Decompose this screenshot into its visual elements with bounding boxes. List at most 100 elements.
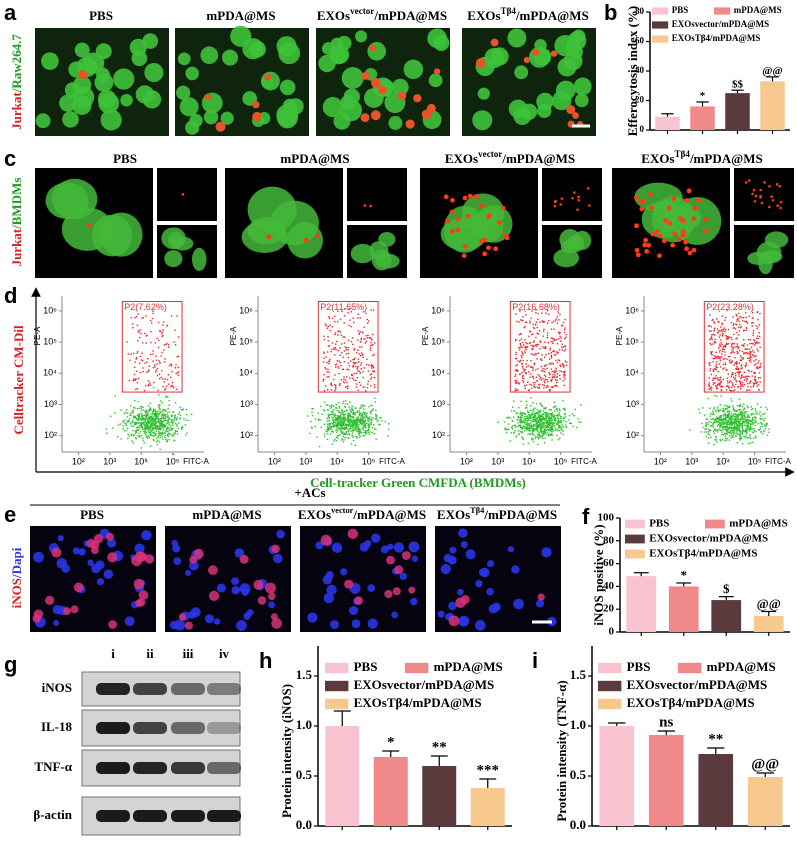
gated-event [712, 382, 715, 384]
event [357, 419, 359, 421]
event [177, 427, 179, 430]
event [353, 421, 356, 423]
gated-event [564, 337, 566, 340]
event [721, 429, 723, 432]
event [332, 422, 334, 424]
gated-event [132, 327, 134, 329]
gated-event [516, 379, 518, 382]
event [713, 413, 715, 416]
event [556, 407, 558, 410]
bar [760, 81, 785, 130]
event [736, 404, 739, 407]
gated-event [714, 342, 716, 344]
event [150, 430, 153, 433]
event [727, 417, 729, 419]
gated-event [364, 342, 366, 344]
event [351, 424, 353, 426]
event [343, 414, 346, 416]
event [363, 411, 365, 414]
nucleus [507, 546, 514, 553]
event [720, 409, 722, 411]
event [754, 416, 757, 418]
event [362, 420, 364, 422]
event [354, 419, 356, 422]
event [332, 413, 335, 416]
event [140, 425, 143, 427]
event [331, 430, 333, 433]
event [552, 422, 555, 424]
legend-swatch [705, 519, 725, 529]
gated-event [365, 340, 368, 343]
gated-event [736, 366, 738, 368]
event [765, 425, 767, 428]
gated-event [357, 370, 359, 372]
event [376, 415, 378, 417]
gated-event [352, 337, 354, 339]
gated-event [736, 362, 738, 364]
event [358, 434, 360, 437]
significance: ns [659, 715, 673, 731]
event [346, 419, 348, 421]
event [330, 406, 332, 408]
event [360, 418, 362, 421]
event [529, 409, 532, 412]
inos-signal [239, 554, 249, 564]
event [138, 435, 141, 437]
inos-signal [108, 620, 117, 629]
gated-event [722, 363, 725, 366]
event [345, 431, 348, 434]
apoptotic-cell [371, 77, 381, 88]
gated-event [550, 337, 553, 339]
event [762, 418, 764, 420]
gated-event [751, 349, 754, 352]
event [155, 430, 158, 432]
event [528, 426, 530, 428]
gated-event [721, 323, 723, 326]
gated-event [519, 342, 522, 345]
gated-event [531, 375, 534, 377]
event [162, 425, 164, 428]
gated-event [715, 375, 717, 377]
gated-event [547, 342, 549, 344]
event [531, 437, 533, 439]
engulfed-cell [493, 246, 499, 252]
event [155, 422, 157, 424]
event [164, 425, 166, 427]
event [172, 427, 174, 430]
event [546, 423, 548, 425]
event [755, 421, 757, 423]
gated-event [519, 347, 521, 349]
event [158, 430, 160, 433]
nucleus [78, 548, 86, 556]
gated-event [338, 367, 340, 369]
gated-event [552, 363, 555, 365]
gated-event [539, 348, 541, 350]
gated-event [536, 368, 539, 370]
event [162, 427, 164, 429]
cell [59, 94, 77, 112]
event [142, 417, 144, 420]
event [132, 425, 134, 428]
event [311, 407, 313, 410]
event [729, 430, 731, 432]
event [355, 420, 357, 423]
gated-event [328, 317, 331, 319]
nucleus [411, 555, 419, 562]
gated-event [751, 375, 753, 377]
x-tick-label: 10⁵ [748, 456, 762, 466]
gated-event [556, 376, 558, 378]
gated-event [332, 317, 334, 320]
gated-event [750, 361, 752, 363]
event [741, 421, 744, 424]
event [545, 415, 548, 418]
event [150, 429, 153, 432]
event [353, 419, 356, 422]
event [169, 426, 172, 428]
gated-event [161, 335, 163, 338]
event [137, 435, 139, 437]
legend-swatch [598, 680, 622, 692]
event [517, 425, 519, 428]
y-tick-label: 20 [635, 95, 645, 105]
event [373, 428, 376, 430]
nucleus [349, 606, 359, 616]
